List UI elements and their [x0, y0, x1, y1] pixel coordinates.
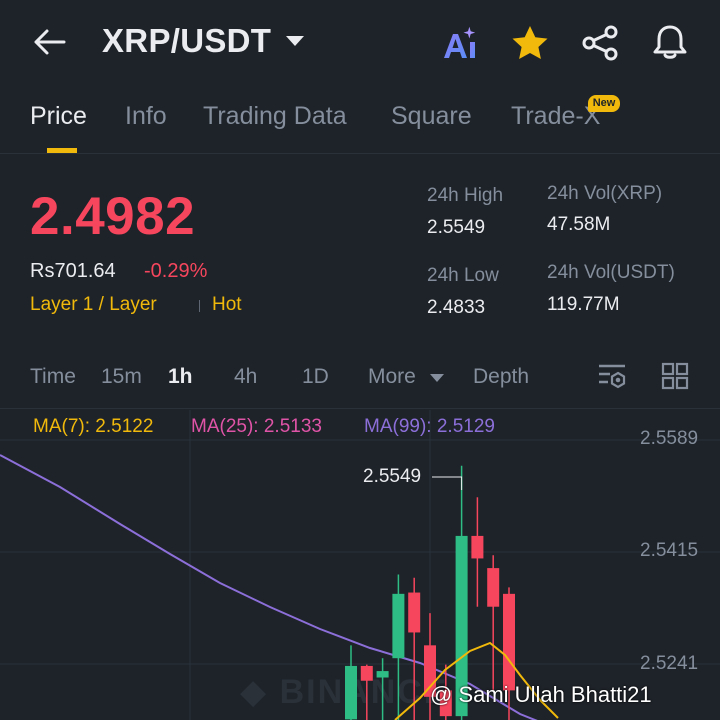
y-axis-label: 2.5241 — [640, 653, 699, 674]
last-price: 2.4982 — [30, 187, 196, 246]
timeframe-1h[interactable]: 1h — [168, 365, 193, 388]
ma99-value: MA(99): 2.5129 — [364, 416, 495, 437]
high-price-marker: 2.5549 — [363, 466, 422, 487]
ma25-value: MA(25): 2.5133 — [191, 416, 322, 437]
grid-layout-icon[interactable] — [659, 360, 691, 392]
vol-base-label: 24h Vol(XRP) — [547, 183, 663, 204]
hot-tag[interactable]: Hot — [212, 294, 242, 315]
timeframe-more[interactable]: More — [368, 365, 416, 388]
kline-chart[interactable] — [0, 408, 720, 720]
back-arrow-icon[interactable] — [30, 26, 70, 58]
vol-base-value: 47.58M — [547, 214, 611, 235]
timeframe-time[interactable]: Time — [30, 365, 76, 388]
tab-trade-x[interactable]: Trade-X — [511, 102, 601, 130]
high-value: 2.5549 — [427, 217, 486, 238]
category-tag[interactable]: Layer 1 / Layer — [30, 294, 157, 315]
ma7-value: MA(7): 2.5122 — [33, 416, 154, 437]
high-label: 24h High — [427, 185, 504, 206]
chart-settings-icon[interactable] — [596, 360, 628, 392]
top-bar: XRP/USDT — [0, 0, 720, 86]
timeframe-4h[interactable]: 4h — [234, 365, 258, 388]
active-tab-indicator — [47, 148, 77, 153]
pair-selector[interactable]: XRP/USDT — [102, 22, 272, 59]
chevron-down-icon[interactable] — [430, 374, 444, 382]
star-icon[interactable] — [510, 24, 550, 62]
tab-trading-data[interactable]: Trading Data — [203, 102, 347, 130]
y-axis-label: 2.5415 — [640, 540, 699, 561]
ai-icon[interactable] — [441, 26, 481, 62]
price-change: -0.29% — [144, 260, 208, 282]
low-label: 24h Low — [427, 265, 499, 286]
low-value: 2.4833 — [427, 297, 486, 318]
local-price: Rs701.64 — [30, 260, 116, 282]
y-axis-label: 2.5589 — [640, 428, 699, 449]
tag-divider — [199, 300, 200, 312]
share-icon[interactable] — [580, 24, 620, 62]
tab-price[interactable]: Price — [30, 102, 87, 130]
depth-tab[interactable]: Depth — [473, 365, 530, 388]
author-credit: @ Sami Ullah Bhatti21 — [430, 682, 652, 707]
timeframe-15m[interactable]: 15m — [101, 365, 142, 388]
new-badge: New — [588, 95, 620, 112]
bell-icon[interactable] — [650, 22, 690, 62]
tab-bar: Price Info Trading Data Square Trade-X — [0, 90, 720, 154]
timeframe-1d[interactable]: 1D — [302, 365, 329, 388]
tab-info[interactable]: Info — [125, 102, 167, 130]
chevron-down-icon[interactable] — [286, 36, 304, 46]
tab-square[interactable]: Square — [391, 102, 472, 130]
vol-quote-label: 24h Vol(USDT) — [547, 262, 675, 283]
binance-watermark: ◆ BINANCE — [240, 673, 449, 711]
vol-quote-value: 119.77M — [547, 294, 620, 315]
